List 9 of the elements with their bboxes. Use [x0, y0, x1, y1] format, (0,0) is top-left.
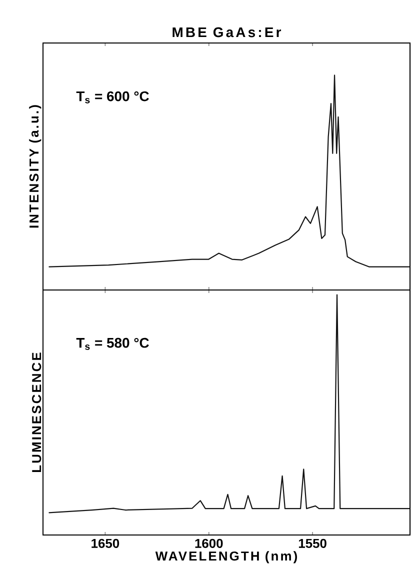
- x-tick-label: 1600: [195, 538, 223, 548]
- annotation: T$_{s}$ = 600 °C: [76, 91, 149, 104]
- x-axis-title: WAVELENGTH (nm): [155, 551, 297, 564]
- x-tick-label: 1650: [92, 538, 120, 548]
- annotation: T$_{s}$ = 580 °C: [76, 338, 149, 350]
- x-tick-label: 1550: [298, 538, 326, 548]
- y-axis-title: LUMINESCENCE: [32, 352, 42, 472]
- chart-title: MBE GaAs:Er: [172, 27, 282, 38]
- y-axis-title: INTENSITY (a.u.): [29, 105, 42, 228]
